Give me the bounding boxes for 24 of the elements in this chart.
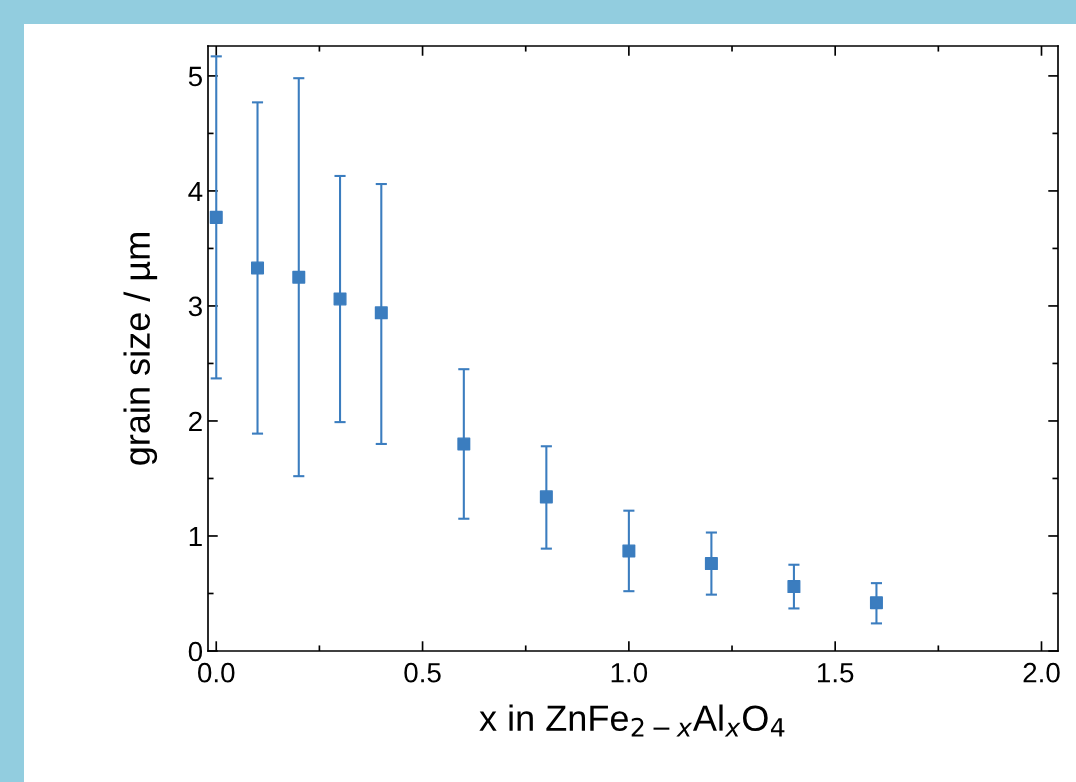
y-tick-label: 4 [188, 181, 203, 201]
y-tick-label: 3 [188, 296, 202, 317]
x-tick-label: 0.5 [404, 662, 441, 683]
point [787, 580, 801, 594]
point [457, 437, 471, 451]
point [292, 270, 306, 284]
x-axis-title: x in ZnFe$_{2−x}$Al$_{x}$O$_{4}$ [479, 704, 785, 737]
y-tick-label: 1 [189, 526, 202, 547]
y-axis-title: grain size / µm [123, 233, 158, 465]
point [251, 261, 265, 275]
point [333, 292, 347, 306]
point [704, 557, 718, 571]
x-tick-label: 0.0 [198, 662, 235, 683]
point [539, 490, 553, 504]
point [209, 210, 223, 224]
x-tick-label: 2.0 [1023, 662, 1060, 683]
y-tick-label: 5 [188, 66, 202, 87]
point [869, 596, 883, 610]
y-tick-label: 2 [189, 411, 202, 432]
point [374, 306, 388, 320]
y-tick-label: 0 [188, 641, 203, 662]
x-tick-label: 1.0 [611, 662, 648, 683]
x-tick-label: 1.5 [818, 663, 854, 683]
point [622, 544, 636, 558]
